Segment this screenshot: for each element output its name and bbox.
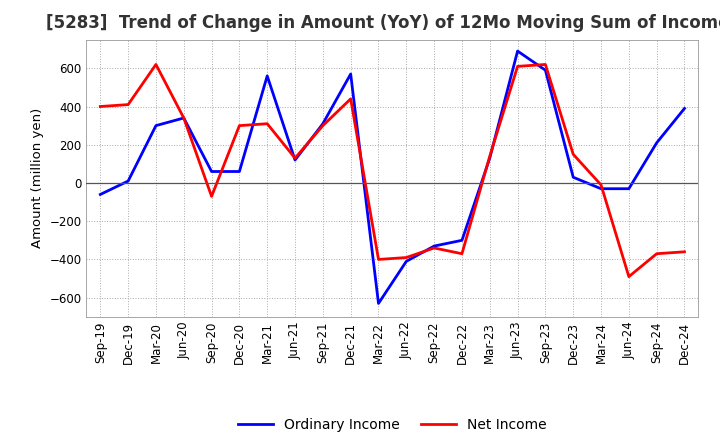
Net Income	[96, 104, 104, 109]
Ordinary Income	[402, 259, 410, 264]
Ordinary Income	[96, 192, 104, 197]
Net Income	[346, 96, 355, 102]
Net Income	[152, 62, 161, 67]
Ordinary Income	[513, 48, 522, 54]
Ordinary Income	[569, 175, 577, 180]
Ordinary Income	[430, 243, 438, 249]
Ordinary Income	[597, 186, 606, 191]
Net Income	[513, 64, 522, 69]
Net Income	[124, 102, 132, 107]
Net Income	[541, 62, 550, 67]
Net Income	[458, 251, 467, 257]
Legend: Ordinary Income, Net Income: Ordinary Income, Net Income	[233, 412, 552, 437]
Ordinary Income	[485, 155, 494, 161]
Net Income	[485, 154, 494, 159]
Net Income	[179, 115, 188, 121]
Ordinary Income	[346, 71, 355, 77]
Ordinary Income	[541, 68, 550, 73]
Net Income	[235, 123, 243, 128]
Ordinary Income	[318, 121, 327, 126]
Net Income	[624, 274, 633, 279]
Net Income	[597, 182, 606, 187]
Ordinary Income	[152, 123, 161, 128]
Ordinary Income	[263, 73, 271, 79]
Net Income	[207, 194, 216, 199]
Line: Ordinary Income: Ordinary Income	[100, 51, 685, 304]
Ordinary Income	[207, 169, 216, 174]
Net Income	[680, 249, 689, 254]
Ordinary Income	[624, 186, 633, 191]
Net Income	[402, 255, 410, 260]
Ordinary Income	[652, 140, 661, 146]
Ordinary Income	[235, 169, 243, 174]
Ordinary Income	[374, 301, 383, 306]
Net Income	[318, 123, 327, 128]
Ordinary Income	[124, 179, 132, 184]
Net Income	[569, 152, 577, 157]
Title: [5283]  Trend of Change in Amount (YoY) of 12Mo Moving Sum of Incomes: [5283] Trend of Change in Amount (YoY) o…	[45, 15, 720, 33]
Ordinary Income	[458, 238, 467, 243]
Line: Net Income: Net Income	[100, 64, 685, 277]
Y-axis label: Amount (million yen): Amount (million yen)	[31, 108, 44, 248]
Ordinary Income	[179, 115, 188, 121]
Net Income	[291, 155, 300, 161]
Net Income	[430, 246, 438, 251]
Ordinary Income	[680, 106, 689, 111]
Net Income	[263, 121, 271, 126]
Net Income	[652, 251, 661, 257]
Net Income	[374, 257, 383, 262]
Ordinary Income	[291, 158, 300, 163]
